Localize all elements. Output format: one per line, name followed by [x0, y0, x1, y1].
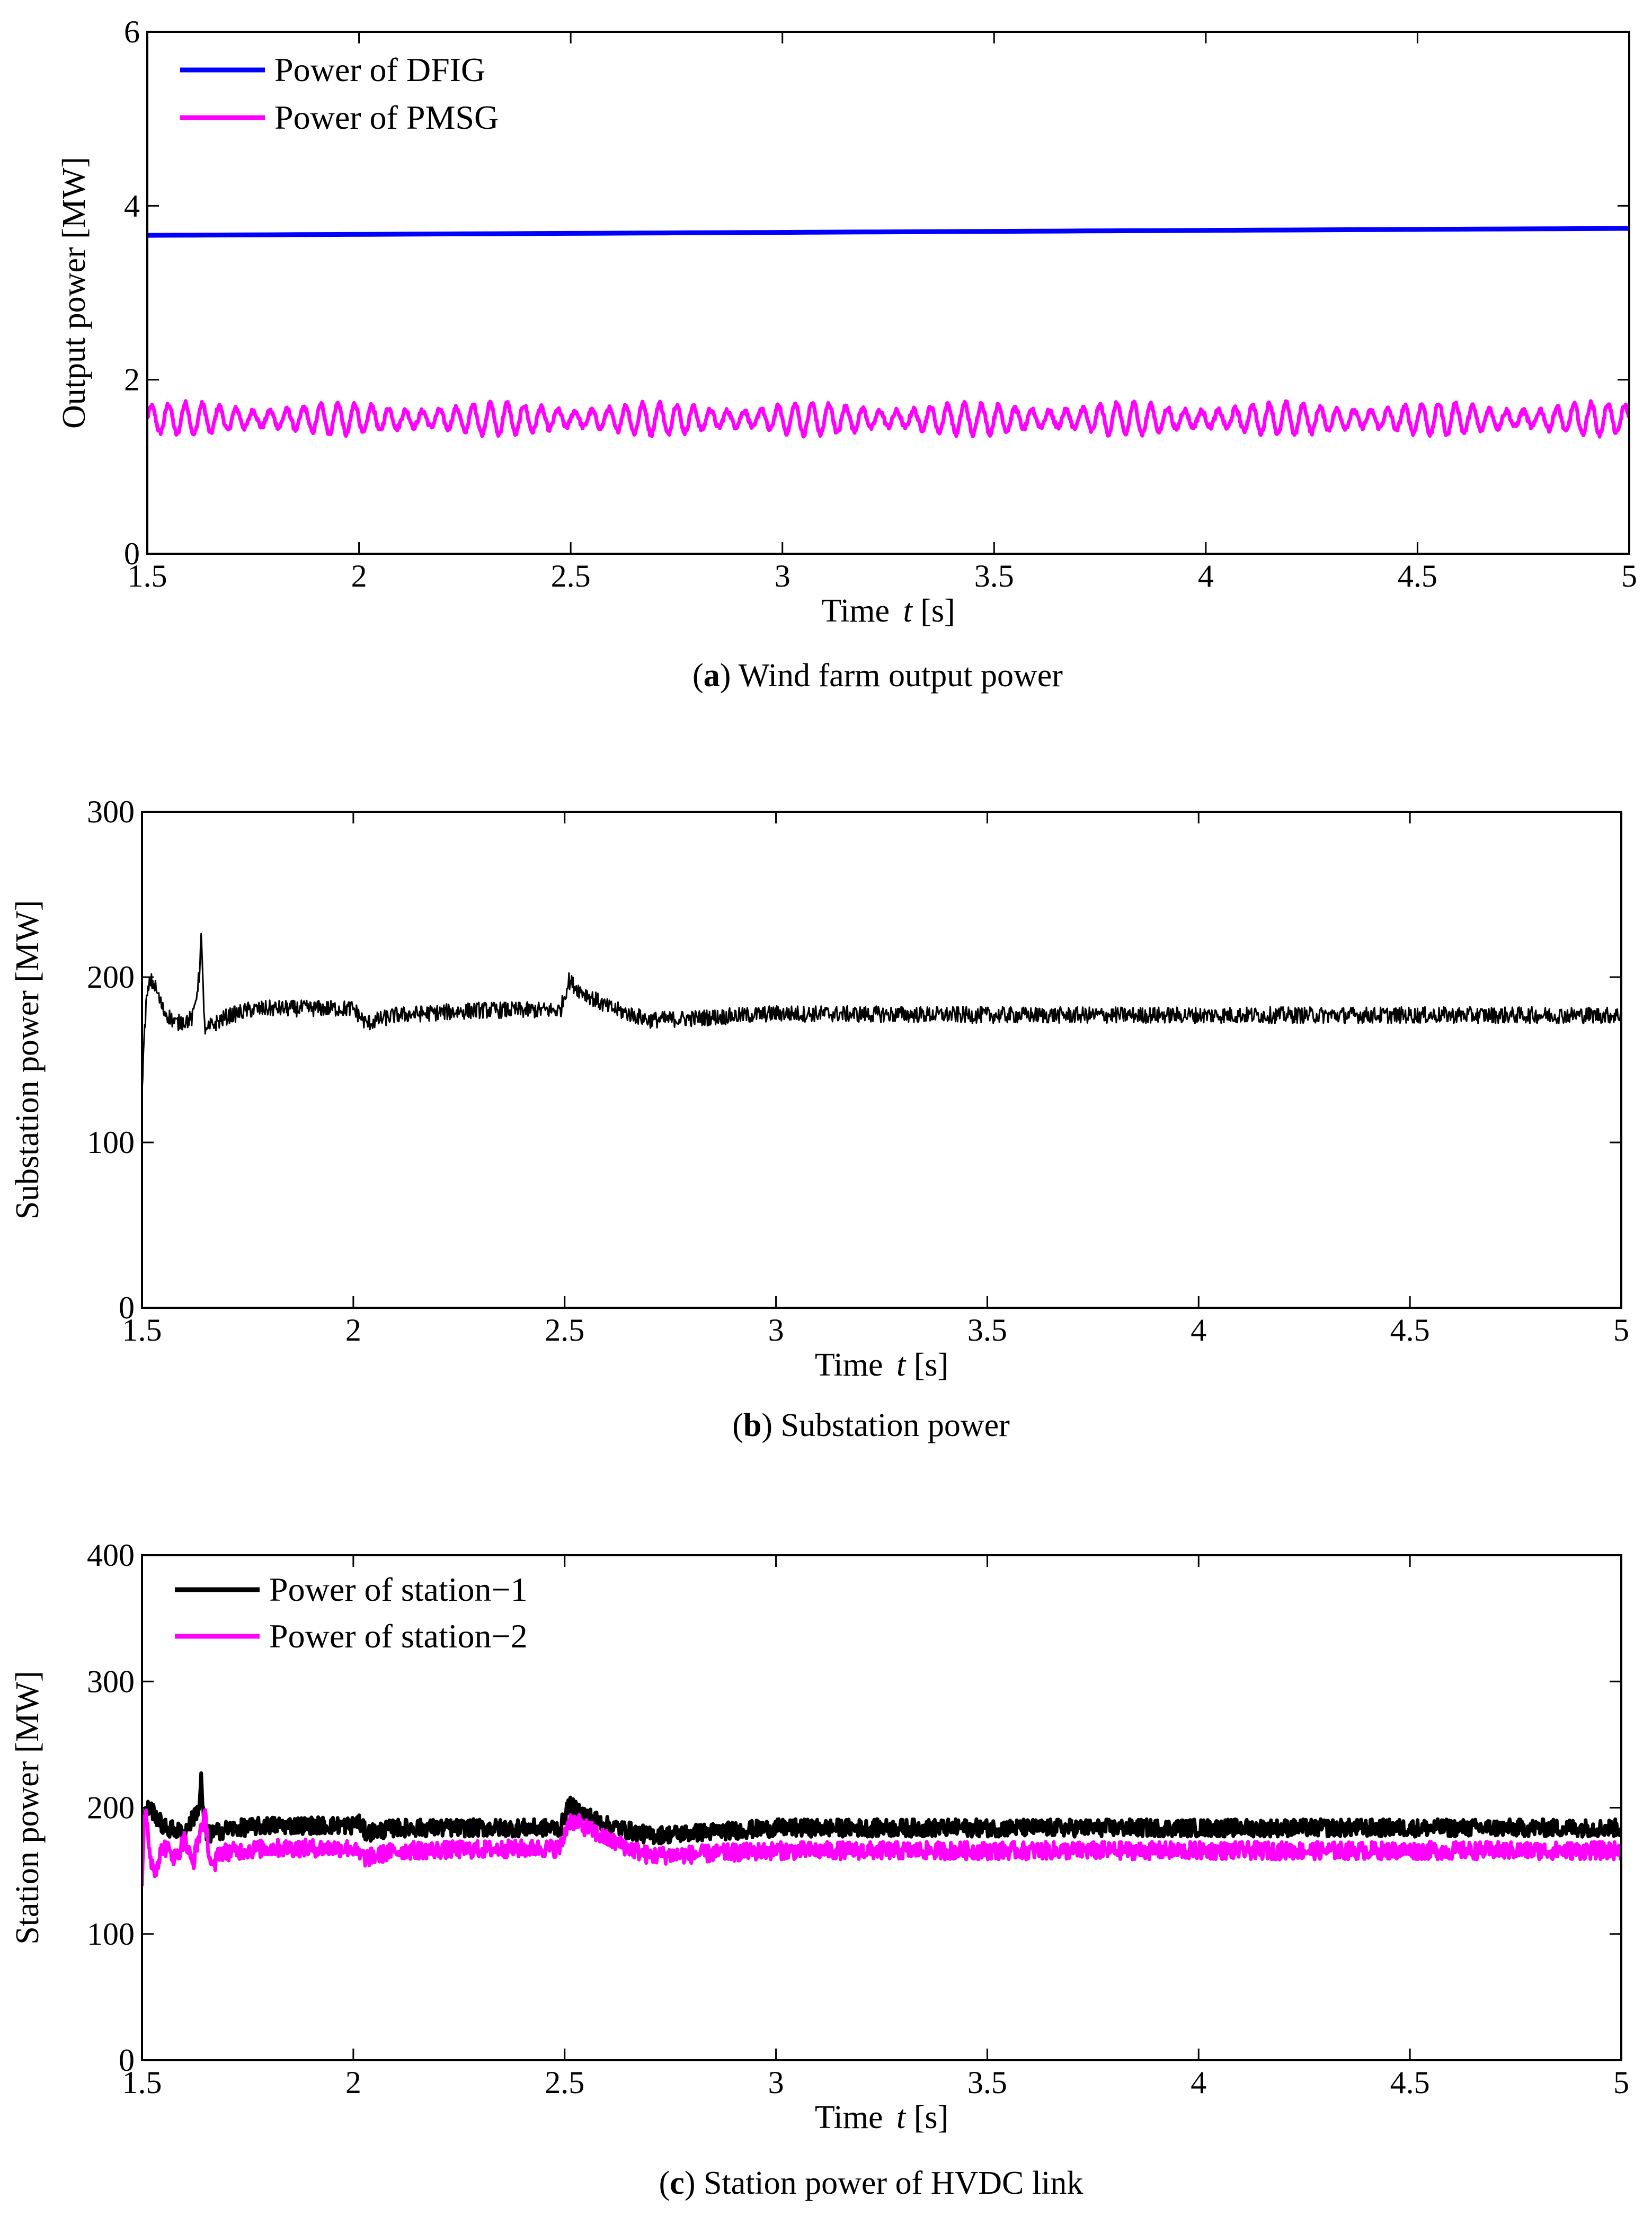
series-line-2 — [142, 1808, 1621, 1886]
caption-close: ) — [685, 2165, 704, 2201]
x-axis-label-text: Time — [821, 593, 898, 629]
panel-caption: (b) Substation power — [732, 1407, 1010, 1443]
caption-open: ( — [692, 658, 704, 694]
y-tick-label: 200 — [87, 1790, 135, 1825]
caption-text: Station power of HVDC link — [704, 2165, 1083, 2201]
x-axis-label-text: Time — [815, 2099, 891, 2135]
x-axis-label: Time t [s] — [815, 2099, 948, 2135]
x-tick-label: 1.5 — [128, 559, 167, 593]
y-axis-label: Output power [MW] — [56, 157, 92, 429]
caption-key: c — [670, 2165, 685, 2201]
x-tick-label: 3 — [775, 559, 791, 593]
x-axis-label: Time t [s] — [821, 593, 955, 629]
series-line-1 — [142, 1771, 1621, 1846]
x-axis-label-var: t — [903, 593, 913, 629]
y-tick-label: 0 — [124, 536, 140, 571]
x-tick-label: 5 — [1613, 1313, 1629, 1348]
x-axis-label-var: t — [896, 2099, 907, 2135]
x-tick-label: 3.5 — [967, 1313, 1007, 1348]
x-tick-label: 3 — [768, 2065, 784, 2100]
plot-area — [142, 1771, 1621, 1886]
x-tick-label: 4.5 — [1398, 559, 1437, 593]
y-tick-label: 6 — [124, 14, 140, 49]
x-tick-label: 5 — [1613, 2065, 1629, 2100]
caption-key: b — [743, 1407, 761, 1443]
legend-label: Power of station−2 — [269, 1617, 528, 1655]
x-tick-label: 2 — [345, 2065, 361, 2100]
caption-open: ( — [732, 1407, 743, 1443]
x-tick-label: 3.5 — [974, 559, 1014, 593]
series-line-2 — [147, 399, 1629, 439]
x-tick-label: 1.5 — [122, 2065, 162, 2100]
y-tick-label: 200 — [87, 960, 135, 995]
panel-caption: (a) Wind farm output power — [692, 658, 1063, 694]
chart-panel-a: 1.5 2 2.5 3 3.5 4 4.5 5 0 2 4 6 Time t [s] Output pow… — [56, 14, 1637, 694]
x-axis-label-unit: [s] — [912, 593, 955, 629]
caption-close: ) — [720, 658, 739, 694]
caption-text: Wind farm output power — [739, 658, 1063, 694]
y-tick-label: 0 — [119, 2043, 135, 2078]
y-tick-label: 0 — [119, 1290, 135, 1325]
y-tick-label: 100 — [87, 1125, 135, 1160]
x-axis-label-unit: [s] — [905, 2099, 948, 2135]
axes-frame — [146, 31, 1630, 555]
y-tick-label: 300 — [87, 794, 135, 829]
x-tick-label: 4.5 — [1390, 2065, 1430, 2100]
x-tick-label: 2.5 — [545, 1313, 584, 1348]
x-tick-label: 2 — [345, 1313, 361, 1348]
y-tick-label: 2 — [124, 362, 140, 397]
caption-text: Substation power — [781, 1407, 1010, 1443]
panel-caption: (c) Station power of HVDC link — [659, 2165, 1083, 2201]
y-tick-label: 100 — [87, 1917, 135, 1952]
y-tick-label: 300 — [87, 1664, 135, 1699]
axes-frame — [141, 811, 1622, 1309]
y-axis-label: Substation power [MW] — [10, 900, 46, 1220]
x-tick-label: 2.5 — [551, 559, 591, 593]
x-tick-label: 3.5 — [967, 2065, 1007, 2100]
caption-key: a — [704, 658, 720, 694]
x-tick-label: 4 — [1191, 1313, 1206, 1348]
plot-area — [147, 226, 1629, 439]
legend-label: Power of DFIG — [274, 51, 485, 88]
chart-panel-b: 1.5 2 2.5 3 3.5 4 4.5 5 0 100 200 300 Time t [s] Subs… — [10, 794, 1629, 1443]
chart-panel-c: 1.5 2 2.5 3 3.5 4 4.5 5 0 100 200 300 400 Time t [s] S… — [10, 1538, 1629, 2201]
plot-area — [142, 933, 1621, 1091]
y-axis-label: Station power [MW] — [10, 1671, 46, 1945]
x-axis-label: Time t [s] — [815, 1347, 948, 1383]
legend-label: Power of station−1 — [269, 1571, 528, 1608]
x-axis-label-text: Time — [815, 1347, 891, 1383]
x-tick-label: 1.5 — [122, 1313, 162, 1348]
x-tick-label: 2 — [351, 559, 367, 593]
x-tick-label: 3 — [768, 1313, 784, 1348]
caption-open: ( — [659, 2165, 670, 2201]
x-tick-label: 5 — [1621, 559, 1637, 593]
y-tick-label: 4 — [124, 188, 140, 223]
x-tick-label: 4.5 — [1390, 1313, 1430, 1348]
caption-close: ) — [761, 1407, 780, 1443]
y-tick-label: 400 — [87, 1538, 135, 1573]
x-tick-label: 4 — [1198, 559, 1214, 593]
legend-label: Power of PMSG — [274, 99, 499, 136]
x-tick-label: 2.5 — [545, 2065, 584, 2100]
series-line-1 — [147, 226, 1629, 238]
series-line-1 — [142, 933, 1621, 1091]
x-axis-label-var: t — [896, 1347, 907, 1383]
x-tick-label: 4 — [1191, 2065, 1206, 2100]
x-axis-label-unit: [s] — [905, 1347, 948, 1383]
